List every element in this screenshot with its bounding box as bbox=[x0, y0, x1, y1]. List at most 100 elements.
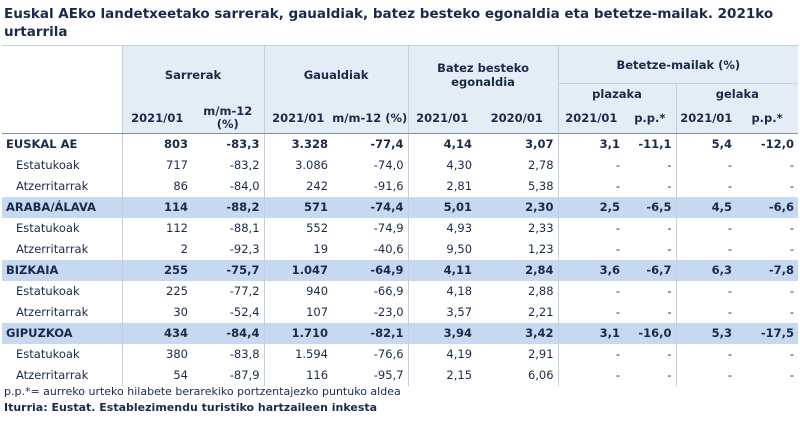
table-cell: -83,3 bbox=[192, 133, 265, 155]
table-cell: - bbox=[675, 175, 737, 197]
table-cell: 112 bbox=[121, 217, 192, 239]
table-cell: 434 bbox=[121, 322, 192, 344]
table-cell: 225 bbox=[121, 280, 192, 302]
table-cell: 3,1 bbox=[557, 322, 625, 344]
data-table: Sarrerak Gaualdiak Batez besteko egonald… bbox=[2, 45, 799, 386]
table-cell: - bbox=[557, 154, 625, 176]
table-cell: - bbox=[789, 158, 795, 172]
row-label: Atzerritarrak bbox=[16, 242, 89, 256]
table-cell: -84,0 bbox=[229, 179, 260, 193]
table-row: Atzerritarrak 2 -92,3 19 -40,6 9,50 1,23- - - - bbox=[2, 238, 798, 260]
row-label: EUSKAL AE bbox=[2, 133, 122, 155]
table-cell: - bbox=[789, 242, 795, 256]
table-cell: - bbox=[675, 217, 737, 239]
table-cell: 940 bbox=[263, 280, 333, 302]
table-row: GIPUZKOA 434 -84,4 1.710 -82,1 3,94 3,42 3,1 -16… bbox=[2, 322, 799, 344]
header-egonaldia: Batez besteko egonaldia bbox=[407, 45, 559, 104]
table-cell: 3.328 bbox=[263, 133, 333, 155]
table-cell: - bbox=[675, 154, 737, 176]
table-cell: -52,4 bbox=[229, 305, 260, 319]
table-cell: - bbox=[557, 238, 625, 260]
column-header: 2020/01 bbox=[476, 103, 559, 134]
column-header: 2021/01 bbox=[121, 103, 192, 134]
table-cell: -74,9 bbox=[373, 221, 404, 235]
table-cell: -83,8 bbox=[229, 347, 260, 361]
table-cell: 2,88 bbox=[527, 284, 554, 298]
table-cell: 3,42 bbox=[476, 322, 559, 344]
table-cell: 2,91 bbox=[527, 347, 554, 361]
table-cell: 1.594 bbox=[263, 343, 333, 365]
table-cell: -95,7 bbox=[373, 368, 404, 382]
table-cell: - bbox=[557, 343, 625, 365]
table-cell: - bbox=[557, 217, 625, 239]
table-cell: 116 bbox=[263, 364, 333, 386]
table-cell: 5,3 bbox=[675, 322, 737, 344]
table-cell: 4,18 bbox=[407, 280, 477, 302]
table-cell: - bbox=[675, 238, 737, 260]
table-row: Atzerritarrak 86 -84,0 242 -91,6 2,81 5,38- - - - bbox=[2, 175, 798, 197]
table-cell: 114 bbox=[121, 196, 192, 218]
table-row: EUSKAL AE 803 -83,3 3.328 -77,4 4,14 3,07 3,1 -1… bbox=[2, 133, 799, 155]
table-row: Estatukoak 225 -77,2 940 -66,9 4,18 2,88- - - - bbox=[2, 280, 798, 302]
column-header: 2021/01 bbox=[407, 103, 477, 134]
column-header: 2021/01 bbox=[263, 103, 333, 134]
header-plazaka: plazaka bbox=[557, 83, 677, 104]
table-cell: 19 bbox=[263, 238, 333, 260]
table-cell: - bbox=[667, 221, 672, 235]
table-cell: 6,3 bbox=[675, 259, 737, 281]
table-cell: 5,01 bbox=[407, 196, 477, 218]
footnote: p.p.*= aurreko urteko hilabete berarekik… bbox=[4, 385, 401, 398]
table-cell: 4,14 bbox=[407, 133, 477, 155]
table-cell: 242 bbox=[263, 175, 333, 197]
table-cell: 4,11 bbox=[407, 259, 477, 281]
table-cell: -75,7 bbox=[192, 259, 265, 281]
table-cell: -74,0 bbox=[373, 158, 404, 172]
table-cell: -88,2 bbox=[192, 196, 265, 218]
column-header: m/m-12 (%) bbox=[192, 103, 265, 134]
table-cell: - bbox=[667, 305, 672, 319]
table-cell: 3,1 bbox=[557, 133, 625, 155]
table-cell: -66,9 bbox=[373, 284, 404, 298]
table-cell: - bbox=[557, 301, 625, 323]
table-row: Estatukoak 380 -83,8 1.594 -76,6 4,19 2,91- - - - bbox=[2, 343, 798, 365]
table-cell: 2,84 bbox=[476, 259, 559, 281]
row-label: ARABA/ÁLAVA bbox=[2, 196, 122, 218]
header-gelaka: gelaka bbox=[675, 83, 799, 104]
table-cell: - bbox=[557, 280, 625, 302]
header-sarrerak: Sarrerak bbox=[121, 45, 265, 104]
table-cell: -88,1 bbox=[229, 221, 260, 235]
table-cell: - bbox=[667, 158, 672, 172]
table-cell: -23,0 bbox=[373, 305, 404, 319]
row-label: Atzerritarrak bbox=[16, 305, 89, 319]
table-cell: -40,6 bbox=[373, 242, 404, 256]
table-cell: 1.710 bbox=[263, 322, 333, 344]
table-cell: 6,06 bbox=[527, 368, 554, 382]
table-cell: 4,19 bbox=[407, 343, 477, 365]
table-cell: 3,94 bbox=[407, 322, 477, 344]
table-row: Estatukoak 112 -88,1 552 -74,9 4,93 2,33- - - - bbox=[2, 217, 798, 239]
table-cell: 3,6 bbox=[557, 259, 625, 281]
table-cell: 2,33 bbox=[527, 221, 554, 235]
table-cell: 2 bbox=[121, 238, 192, 260]
header-gaualdiak: Gaualdiak bbox=[263, 45, 409, 104]
row-label: Estatukoak bbox=[16, 158, 80, 172]
table-cell: 54 bbox=[121, 364, 192, 386]
table-cell: 717 bbox=[121, 154, 192, 176]
table-cell: 9,50 bbox=[407, 238, 477, 260]
table-cell: - bbox=[557, 175, 625, 197]
row-label: BIZKAIA bbox=[2, 259, 122, 281]
table-cell: 107 bbox=[263, 301, 333, 323]
table-cell: -76,6 bbox=[373, 347, 404, 361]
table-cell: -6,7 bbox=[624, 259, 677, 281]
row-label: Atzerritarrak bbox=[16, 179, 89, 193]
table-cell: - bbox=[675, 364, 737, 386]
table-cell: 30 bbox=[121, 301, 192, 323]
table-cell: -82,1 bbox=[332, 322, 409, 344]
table-cell: 3,07 bbox=[476, 133, 559, 155]
table-cell: 1,23 bbox=[527, 242, 554, 256]
table-cell: 4,5 bbox=[675, 196, 737, 218]
table-cell: 552 bbox=[263, 217, 333, 239]
column-header: 2021/01 bbox=[557, 103, 625, 134]
table-cell: - bbox=[789, 347, 795, 361]
table-cell: 255 bbox=[121, 259, 192, 281]
